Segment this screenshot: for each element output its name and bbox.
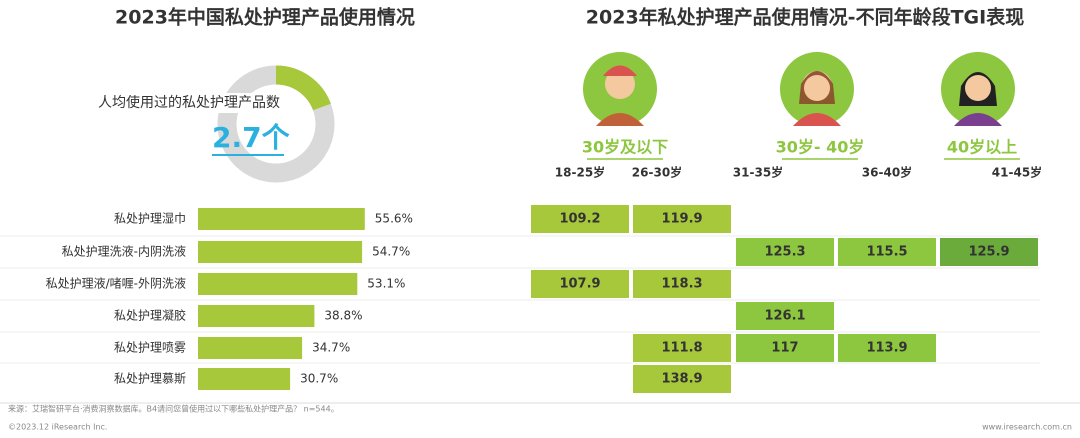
tgi-value: 107.9	[559, 277, 600, 292]
tgi-value: 115.5	[866, 245, 907, 260]
age-subgroup-label: 36-40岁	[862, 165, 912, 180]
donut-segment	[275, 65, 331, 111]
source: 来源：艾瑞智研平台·消费洞察数据库。B4请问您曾使用过以下哪些私处护理产品？ n…	[8, 404, 339, 414]
tgi-cell	[633, 334, 731, 362]
category-label: 私处护理湿巾	[114, 211, 186, 226]
tgi-cell	[633, 205, 731, 233]
age-subgroup-label: 18-25岁	[555, 165, 605, 180]
tgi-cell	[736, 334, 834, 362]
value-label: 54.7%	[372, 245, 410, 259]
bar	[198, 337, 303, 359]
value-label: 55.6%	[375, 212, 413, 226]
website: www.iresearch.com.cn	[982, 423, 1072, 432]
category-label: 私处护理凝胶	[114, 308, 186, 323]
copyright: ©2023.12 iResearch Inc.	[8, 423, 107, 432]
tgi-value: 113.9	[866, 341, 907, 356]
age-subgroup-label: 31-35岁	[733, 165, 783, 180]
tgi-cell	[633, 270, 731, 298]
avatar-body	[596, 113, 644, 126]
left-title: 2023年中国私处护理产品使用情况	[115, 6, 415, 29]
tgi-value: 111.8	[661, 341, 702, 356]
bar	[198, 368, 291, 390]
tgi-value: 125.3	[764, 245, 805, 260]
tgi-value: 118.3	[661, 277, 702, 292]
age-subgroup-label: 41-45岁	[992, 165, 1042, 180]
donut-value: 2.7个	[212, 121, 291, 154]
bar	[198, 273, 358, 295]
tgi-cell	[838, 238, 936, 266]
tgi-value: 109.2	[559, 212, 600, 227]
avatar-face	[804, 75, 830, 101]
avatar-face	[965, 75, 991, 101]
tgi-cell	[531, 205, 629, 233]
avatar-cap	[603, 65, 637, 76]
category-label: 私处护理慕斯	[114, 372, 186, 386]
tgi-value: 125.9	[968, 245, 1009, 260]
value-label: 38.8%	[324, 309, 362, 323]
category-label: 私处护理喷雾	[114, 341, 186, 355]
tgi-value: 138.9	[661, 372, 702, 387]
category-label: 私处护理液/啫喱-外阴洗液	[46, 276, 186, 291]
bar	[198, 241, 363, 263]
right-title: 2023年私处护理产品使用情况-不同年龄段TGI表现	[586, 6, 1024, 29]
tgi-cell	[736, 238, 834, 266]
donut-label: 人均使用过的私处护理产品数	[98, 94, 280, 111]
tgi-value: 117	[771, 341, 798, 356]
bar	[198, 208, 365, 230]
tgi-cell	[940, 238, 1038, 266]
donut	[217, 65, 335, 183]
category-label: 私处护理洗液-内阴洗液	[62, 244, 186, 259]
tgi-value: 119.9	[661, 212, 702, 227]
tgi-cell	[838, 334, 936, 362]
age-group-label: 30岁及以下	[582, 138, 668, 157]
tgi-cell	[633, 365, 731, 393]
tgi-cell	[736, 302, 834, 330]
value-label: 34.7%	[312, 341, 350, 355]
age-group-label: 40岁以上	[947, 138, 1017, 157]
age-subgroup-label: 26-30岁	[632, 165, 682, 180]
value-label: 53.1%	[367, 277, 405, 291]
tgi-value: 126.1	[764, 309, 805, 324]
bar	[198, 305, 315, 327]
tgi-cell	[531, 270, 629, 298]
label-bg	[96, 93, 286, 113]
avatar-body	[954, 113, 1002, 126]
value-label: 30.7%	[300, 372, 338, 386]
avatar-face	[605, 69, 635, 99]
avatar-body	[793, 113, 841, 126]
avatars	[583, 52, 1015, 126]
age-group-label: 30岁- 40岁	[776, 138, 865, 157]
